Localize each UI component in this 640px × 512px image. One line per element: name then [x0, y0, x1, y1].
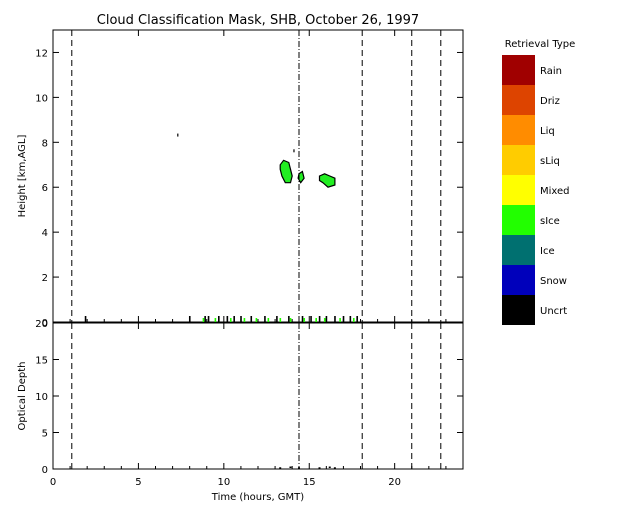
legend-label-driz: Driz — [540, 96, 560, 107]
surface-mark-sice-3 — [229, 318, 232, 322]
time-tick-label: 10 — [217, 477, 230, 488]
optical-depth-tick-label: 0 — [42, 465, 48, 476]
surface-mark-sice-6 — [267, 318, 270, 322]
surface-mark-sice-8 — [289, 318, 292, 322]
optical-depth-point — [298, 467, 300, 469]
surface-mark-uncrt-10 — [264, 316, 266, 322]
legend-swatch-rain — [502, 55, 535, 85]
time-tick-label: 15 — [303, 477, 316, 488]
surface-mark-sice-13 — [352, 318, 355, 322]
height-tick-label: 12 — [35, 48, 48, 59]
surface-mark-sice-12 — [339, 318, 341, 322]
time-tick-label: 5 — [135, 477, 141, 488]
surface-mark-uncrt-3 — [204, 316, 206, 322]
optical-depth-point — [328, 466, 331, 469]
surface-mark-sice-4 — [243, 318, 246, 322]
optical-depth-series — [279, 466, 336, 469]
optical-depth-point — [318, 467, 321, 469]
time-tick-label: 20 — [388, 477, 401, 488]
chart-title: Cloud Classification Mask, SHB, October … — [97, 13, 419, 28]
time-x-axis-ticks: 0 5 10 15 20 — [50, 323, 447, 488]
legend-swatch-mixed — [502, 175, 535, 205]
optical-depth-axis-label: Optical Depth — [17, 362, 28, 431]
legend-label-ice: Ice — [540, 246, 555, 257]
surface-mark-uncrt-14 — [310, 316, 312, 322]
legend-swatch-snow — [502, 265, 535, 295]
optical-depth-tick-label: 20 — [35, 319, 48, 330]
legend-label-rain: Rain — [540, 66, 562, 77]
legend-label-sliq: sLiq — [540, 156, 560, 167]
surface-mark-sice-7 — [279, 318, 282, 322]
legend-label-mixed: Mixed — [540, 186, 570, 197]
height-tick-label: 10 — [35, 93, 48, 104]
height-tick-label: 4 — [42, 228, 48, 239]
surface-mark-uncrt-12 — [288, 316, 290, 322]
cloud-region-1 — [279, 159, 293, 184]
cloud-regions — [279, 159, 336, 188]
height-y-axis-ticks: 0 2 4 6 8 10 12 — [35, 48, 463, 329]
surface-mark-sice-10 — [315, 318, 317, 322]
surface-mark-uncrt-13 — [301, 316, 304, 322]
optical-depth-tick-label: 10 — [35, 392, 48, 403]
legend-swatch-driz — [502, 85, 535, 115]
optical-depth-point — [289, 466, 292, 469]
optical-depth-panel: 0 5 10 15 20 0 5 10 15 20 Optical Depth Time (ho… — [17, 319, 464, 503]
time-tick-label: 0 — [50, 477, 56, 488]
optical-depth-plot-frame — [52, 322, 464, 470]
legend-label-liq: Liq — [540, 126, 555, 137]
legend-label-uncrt: Uncrt — [540, 306, 567, 317]
cloud-region-2 — [297, 170, 305, 184]
surface-marks — [84, 316, 358, 322]
legend-swatch-uncrt — [502, 295, 535, 325]
legend-label-sice: sIce — [540, 216, 560, 227]
surface-mark-sice-9 — [303, 318, 306, 322]
surface-mark-sice-1 — [202, 318, 205, 322]
time-axis-label: Time (hours, GMT) — [211, 492, 305, 503]
surface-mark-uncrt-6 — [226, 316, 229, 322]
height-plot-frame — [52, 29, 464, 323]
surface-mark-uncrt-17 — [334, 316, 336, 322]
height-x-axis-ticks — [52, 30, 447, 322]
legend-title: Retrieval Type — [505, 39, 576, 50]
optical-depth-tick-label: 15 — [35, 356, 48, 367]
height-panel: 0 2 4 6 8 10 12 Height [km,AGL] — [17, 29, 464, 329]
optical-depth-y-axis-ticks: 0 5 10 15 20 — [35, 319, 463, 476]
surface-mark-sice-5 — [255, 318, 258, 322]
isolated-points — [177, 133, 295, 153]
cloud-region-3 — [318, 173, 336, 188]
surface-mark-uncrt-11 — [276, 316, 278, 322]
height-tick-label: 0 — [42, 318, 48, 329]
legend-swatch-liq — [502, 115, 535, 145]
optical-depth-point — [279, 467, 282, 469]
height-tick-label: 2 — [42, 273, 48, 284]
surface-mark-uncrt-20 — [356, 316, 358, 322]
time-markers — [71, 30, 442, 322]
legend-swatch-sliq — [502, 145, 535, 175]
isolated-point-1 — [177, 133, 179, 137]
surface-mark-uncrt-5 — [218, 316, 220, 322]
surface-mark-sice-11 — [323, 318, 326, 322]
legend-label-snow: Snow — [540, 276, 567, 287]
height-axis-label: Height [km,AGL] — [17, 135, 28, 218]
time-markers-lower — [71, 323, 442, 469]
isolated-point-2 — [293, 149, 295, 153]
surface-mark-uncrt-7 — [233, 316, 235, 322]
optical-depth-tick-label: 5 — [42, 429, 48, 440]
surface-mark-sice-2 — [214, 318, 217, 322]
surface-mark-uncrt-15 — [318, 316, 321, 322]
height-tick-label: 8 — [42, 138, 48, 149]
legend-swatch-sice — [502, 205, 535, 235]
retrieval-type-legend: Retrieval Type Rain Driz Liq sLiq Mixed sIce I… — [502, 39, 575, 325]
surface-mark-uncrt-1 — [84, 316, 87, 322]
legend-swatch-ice — [502, 235, 535, 265]
surface-mark-uncrt-9 — [250, 316, 253, 322]
optical-depth-point — [333, 467, 336, 469]
height-tick-label: 6 — [42, 183, 48, 194]
surface-mark-uncrt-4 — [207, 316, 210, 322]
surface-mark-uncrt-19 — [349, 316, 352, 322]
